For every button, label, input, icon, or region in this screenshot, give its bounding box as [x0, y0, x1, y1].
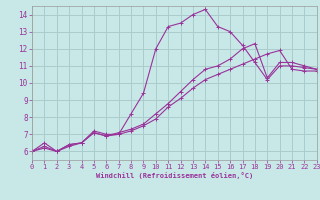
- X-axis label: Windchill (Refroidissement éolien,°C): Windchill (Refroidissement éolien,°C): [96, 172, 253, 179]
